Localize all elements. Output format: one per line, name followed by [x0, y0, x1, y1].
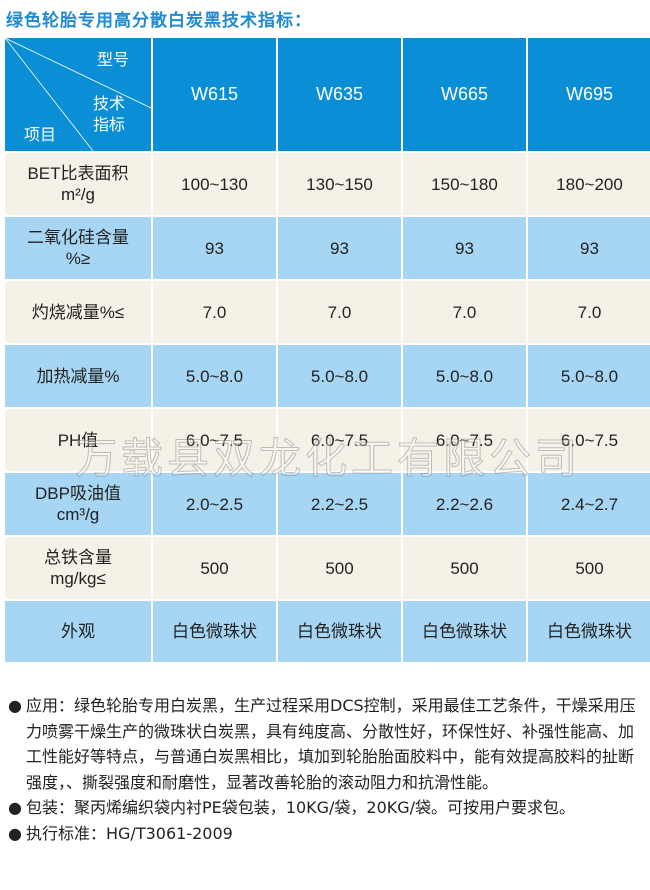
- value-cell: 130~150: [278, 153, 401, 215]
- value-cell: 180~200: [528, 153, 650, 215]
- bullet-icon: ●: [8, 798, 22, 817]
- corner-spec-label-2: 指标: [93, 115, 126, 134]
- value-cell: 5.0~8.0: [528, 345, 650, 407]
- value-cell: 500: [528, 537, 650, 599]
- note-application: ● 应用：绿色轮胎专用白炭黑，生产过程采用DCS控制，采用最佳工艺条件，干燥采用…: [8, 693, 648, 795]
- row-unit: mg/kg≤: [50, 569, 106, 588]
- value-cell: 白色微珠状: [278, 601, 401, 662]
- row-unit: cm³/g: [56, 505, 100, 524]
- row-label: 总铁含量: [44, 548, 112, 567]
- row-label: BET比表面积: [27, 164, 129, 183]
- notes-section: ● 应用：绿色轮胎专用白炭黑，生产过程采用DCS控制，采用最佳工艺条件，干燥采用…: [8, 693, 648, 846]
- row-label-cell: PH值: [5, 409, 151, 471]
- row-label-cell: 灼烧减量%≤: [5, 281, 151, 343]
- row-label-cell: 二氧化硅含量 %≥: [5, 217, 151, 279]
- model-header-cell: W615: [153, 38, 276, 151]
- value-cell: 2.4~2.7: [528, 473, 650, 535]
- value-cell: 93: [403, 217, 526, 279]
- corner-item-label: 项目: [24, 125, 57, 144]
- value-cell: 5.0~8.0: [403, 345, 526, 407]
- value-cell: 93: [528, 217, 650, 279]
- value-cell: 7.0: [278, 281, 401, 343]
- value-cell: 2.0~2.5: [153, 473, 276, 535]
- value-cell: 7.0: [153, 281, 276, 343]
- corner-model-label: 型号: [97, 50, 130, 69]
- value-cell: 93: [278, 217, 401, 279]
- value-cell: 7.0: [403, 281, 526, 343]
- value-cell: 5.0~8.0: [153, 345, 276, 407]
- value-cell: 7.0: [528, 281, 650, 343]
- row-label: 外观: [61, 622, 95, 641]
- row-label: 加热减量%: [36, 366, 120, 386]
- spec-table: 型号 技术 指标 项目 W615 W635 W665 W695 BET比表面积 m²/g 1…: [5, 38, 650, 662]
- value-cell: 白色微珠状: [403, 601, 526, 662]
- value-cell: 500: [153, 537, 276, 599]
- value-cell: 500: [278, 537, 401, 599]
- note-packaging: ● 包装：聚丙烯编织袋内衬PE袋包装，10KG/袋，20KG/袋。可按用户要求包…: [8, 795, 648, 821]
- corner-spec-label-1: 技术: [93, 94, 126, 113]
- value-cell: 白色微珠状: [153, 601, 276, 662]
- bullet-icon: ●: [8, 696, 22, 715]
- value-cell: 2.2~2.5: [278, 473, 401, 535]
- note-text: 应用：绿色轮胎专用白炭黑，生产过程采用DCS控制，采用最佳工艺条件，干燥采用压力…: [26, 696, 636, 792]
- value-cell: 6.0~7.5: [278, 409, 401, 471]
- value-cell: 6.0~7.5: [528, 409, 650, 471]
- value-cell: 150~180: [403, 153, 526, 215]
- value-cell: 100~130: [153, 153, 276, 215]
- row-label: 灼烧减量%≤: [31, 302, 125, 322]
- row-label-cell: DBP吸油值 cm³/g: [5, 473, 151, 535]
- note-text: 包装：聚丙烯编织袋内衬PE袋包装，10KG/袋，20KG/袋。可按用户要求包。: [26, 798, 576, 817]
- value-cell: 5.0~8.0: [278, 345, 401, 407]
- value-cell: 6.0~7.5: [153, 409, 276, 471]
- row-label: DBP吸油值: [35, 484, 121, 503]
- diagonal-lines: [5, 38, 151, 151]
- value-cell: 500: [403, 537, 526, 599]
- model-header-cell: W635: [278, 38, 401, 151]
- bullet-icon: ●: [8, 823, 22, 843]
- note-standard: ● 执行标准：HG/T3061-2009: [8, 821, 648, 847]
- value-cell: 白色微珠状: [528, 601, 650, 662]
- row-label-cell: 总铁含量 mg/kg≤: [5, 537, 151, 599]
- model-header-cell: W665: [403, 38, 526, 151]
- model-header-cell: W695: [528, 38, 650, 151]
- row-label-cell: BET比表面积 m²/g: [5, 153, 151, 215]
- value-cell: 6.0~7.5: [403, 409, 526, 471]
- row-label-cell: 加热减量%: [5, 345, 151, 407]
- row-label: 二氧化硅含量: [27, 228, 129, 247]
- page-title: 绿色轮胎专用高分散白炭黑技术指标：: [6, 11, 312, 31]
- row-unit: m²/g: [61, 185, 95, 204]
- corner-header-cell: 型号 技术 指标 项目: [5, 38, 151, 151]
- row-label: PH值: [57, 430, 99, 450]
- note-text: 执行标准：HG/T3061-2009: [26, 823, 233, 843]
- value-cell: 2.2~2.6: [403, 473, 526, 535]
- row-unit: %≥: [65, 249, 91, 268]
- value-cell: 93: [153, 217, 276, 279]
- row-label-cell: 外观: [5, 601, 151, 662]
